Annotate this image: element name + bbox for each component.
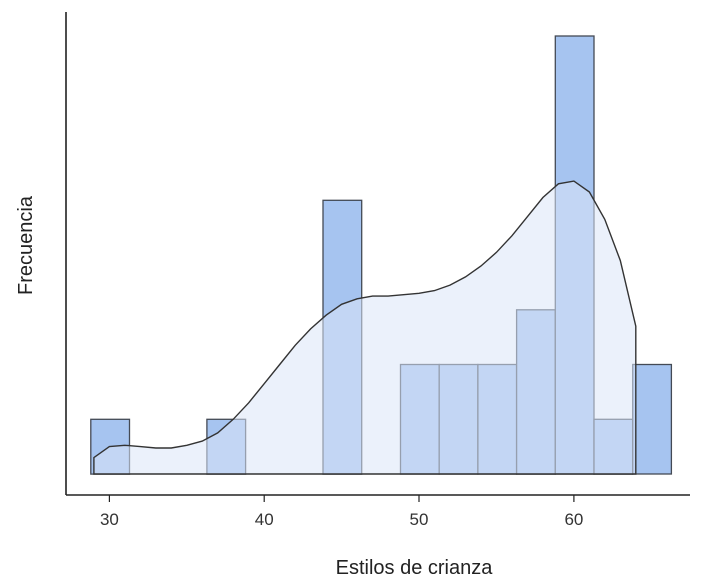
density-curve (93, 180, 637, 475)
density-area (93, 180, 637, 475)
histogram-bar-14 (632, 363, 673, 475)
x-tick-label-30: 30 (100, 510, 119, 529)
x-tick-label-60: 60 (564, 510, 583, 529)
x-tick-label-50: 50 (410, 510, 429, 529)
x-tick-label-40: 40 (255, 510, 274, 529)
x-axis-title: Estilos de crianza (336, 557, 494, 579)
axes (65, 12, 690, 496)
x-axis-ticks: 30 40 50 60 (100, 495, 583, 529)
y-axis-title: Frecuencia (15, 195, 37, 295)
